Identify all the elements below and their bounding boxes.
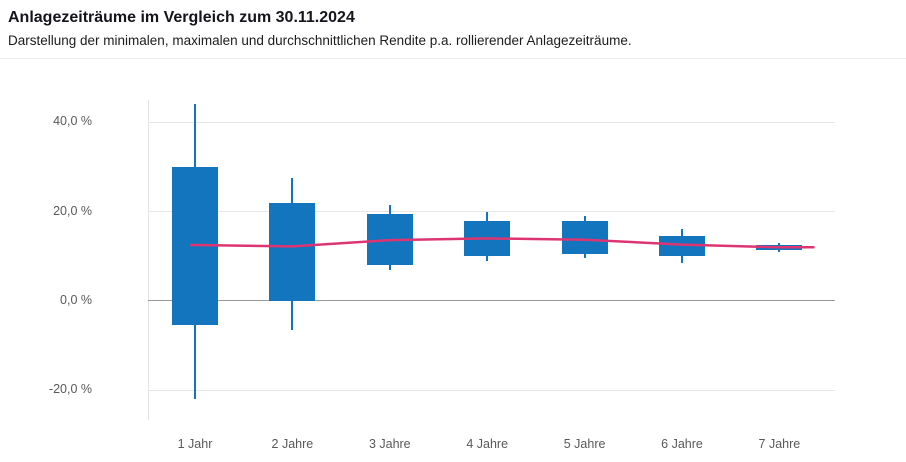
y-axis-tick-label: -20,0 % [48,382,92,397]
y-axis-line [148,100,149,420]
y-gridline [148,211,835,213]
x-axis-label: 3 Jahre [368,437,411,451]
y-gridline [148,121,835,123]
x-axis-label: 7 Jahre [758,437,801,451]
x-axis-label: 1 Jahr [177,437,213,451]
zero-gridline [148,300,835,302]
y-gridline [148,389,835,391]
x-axis-label: 4 Jahre [466,437,509,451]
y-axis-tick-label: 40,0 % [53,114,92,129]
chart-subtitle: Darstellung der minimalen, maximalen und… [8,33,632,48]
x-axis-label: 5 Jahre [563,437,606,451]
return-range-box [464,220,511,257]
x-axis-label: 6 Jahre [661,437,703,451]
return-range-box [659,236,705,257]
x-axis-label: 2 Jahre [271,437,314,451]
return-range-box [561,220,608,254]
return-range-box [756,245,803,250]
chart-title: Anlagezeiträume im Vergleich zum 30.11.2… [8,9,355,26]
y-axis-tick-label: 0,0 % [60,292,92,307]
return-range-box [269,202,316,301]
return-range-box [172,166,218,326]
chart-header: Anlagezeiträume im Vergleich zum 30.11.2… [0,0,906,59]
return-range-box [366,213,413,266]
y-axis-tick-label: 20,0 % [53,203,92,218]
